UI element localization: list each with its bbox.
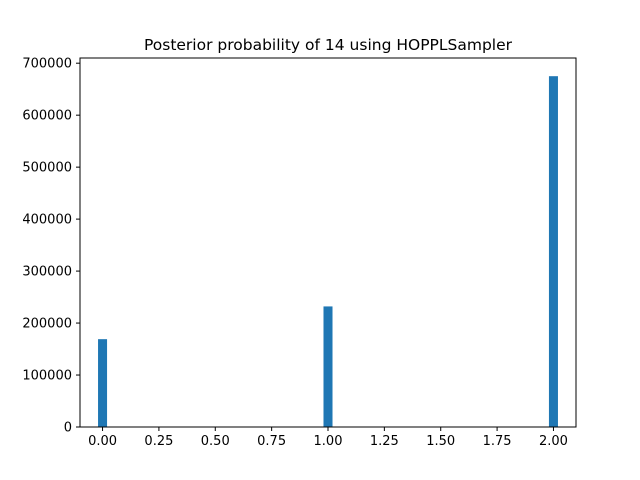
bars-layer — [98, 76, 558, 428]
y-tick-label-3: 300000 — [22, 265, 72, 280]
x-tick-label-1: 0.25 — [144, 434, 173, 449]
axes-layer: 0.00 0.25 0.50 0.75 1.00 1.25 1.50 1.75 2.00 0 100… — [22, 57, 577, 449]
y-tick-label-4: 400000 — [22, 213, 72, 228]
y-tick-label-7: 700000 — [22, 57, 72, 72]
x-tick-label-0: 0.00 — [88, 434, 117, 449]
x-tick-label-2: 0.50 — [201, 434, 230, 449]
bar-1 — [323, 306, 333, 427]
y-tick-label-2: 200000 — [22, 317, 72, 332]
y-tick-label-6: 600000 — [22, 109, 72, 124]
chart-title: Posterior probability of 14 using HOPPLS… — [144, 36, 513, 54]
bar-2 — [548, 76, 558, 428]
x-tick-label-8: 2.00 — [539, 434, 568, 449]
x-tick-label-4: 1.00 — [314, 434, 343, 449]
x-tick-label-6: 1.50 — [426, 434, 455, 449]
y-tick-label-0: 0 — [64, 421, 72, 436]
y-tick-label-5: 500000 — [22, 161, 72, 176]
x-tick-label-3: 0.75 — [257, 434, 286, 449]
bar-0 — [98, 339, 108, 427]
x-tick-label-7: 1.75 — [483, 434, 512, 449]
x-tick-label-5: 1.25 — [370, 434, 399, 449]
y-tick-label-1: 100000 — [22, 369, 72, 384]
